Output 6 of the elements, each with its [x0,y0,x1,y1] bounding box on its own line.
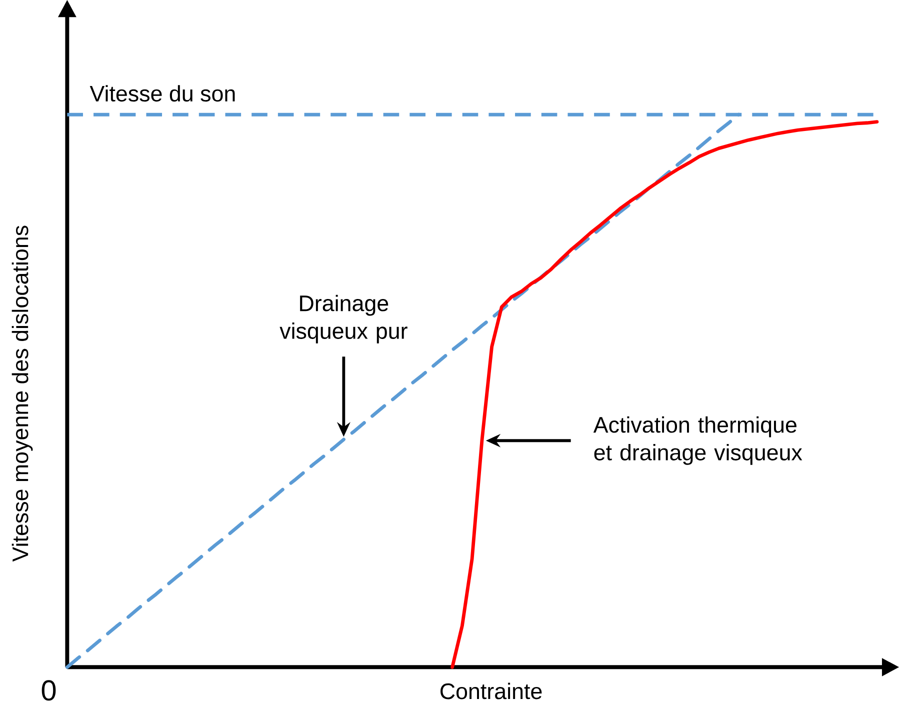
text: 0 [42,680,56,701]
annotation: Activation thermique et drainage visqueux [593,416,802,465]
ref-line-label: Vitesse du son [90,85,235,102]
annotation: Drainage visqueux pur [280,294,408,344]
y-axis-title: Vitesse moyenne des dislocations [12,226,33,562]
x-axis-title: Contrainte [440,682,542,700]
